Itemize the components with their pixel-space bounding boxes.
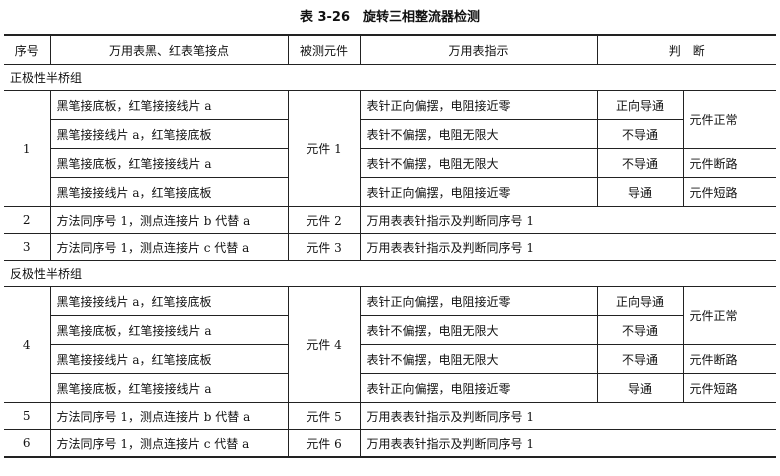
judge-cell: 不导通: [596, 344, 684, 374]
seq-cell: 6: [4, 429, 51, 458]
result-cell: 元件短路: [682, 373, 777, 403]
table-row: 黑笔接接线片 a，红笔接底板 表针正向偏摆，电阻接近零 导通 元件短路: [4, 177, 777, 207]
judge-cell: 不导通: [596, 148, 684, 178]
table-row: 黑笔接底板，红笔接接线片 a 表针不偏摆，电阻无限大 不导通 元件断路: [4, 148, 777, 178]
group-row: 反极性半桥组: [4, 260, 777, 287]
reading-cell: 表针不偏摆，电阻无限大: [359, 119, 598, 149]
probe-cell: 黑笔接接线片 a，红笔接底板: [50, 177, 289, 207]
header-seq: 序号: [4, 34, 51, 65]
judge-cell: 不导通: [596, 315, 683, 345]
probe-cell: 方法同序号 1，测点连接片 c 代替 a: [49, 233, 289, 261]
probe-cell: 方法同序号 1，测点连接片 b 代替 a: [49, 206, 289, 234]
component-cell: 元件 1: [287, 90, 361, 207]
table-row: 2 方法同序号 1，测点连接片 b 代替 a 元件 2 万用表表针指示及判断同序号 1: [4, 206, 777, 234]
table-row: 3 方法同序号 1，测点连接片 c 代替 a 元件 3 万用表表针指示及判断同序号 1: [4, 233, 777, 261]
group-label: 反极性半桥组: [4, 260, 777, 287]
reading-cell: 表针不偏摆，电阻无限大: [359, 315, 598, 345]
table-row: 黑笔接接线片 a，红笔接底板 表针不偏摆，电阻无限大 不导通 元件断路: [4, 344, 777, 374]
probe-cell: 黑笔接底板，红笔接接线片 a: [50, 315, 289, 345]
reading-cell: 表针正向偏摆，电阻接近零: [359, 90, 598, 120]
header-reading: 万用表指示: [359, 34, 598, 65]
table-title: 表 3-26 旋转三相整流器检测: [299, 10, 481, 25]
note-cell: 万用表表针指示及判断同序号 1: [359, 429, 777, 458]
judge-cell: 导通: [596, 373, 684, 403]
rectifier-test-table: 序号 万用表黑、红表笔接点 被测元件 万用表指示判 断正极性半桥组 1 黑笔接底板，红笔接…: [4, 34, 777, 458]
probe-cell: 黑笔接接线片 a，红笔接底板: [50, 344, 289, 374]
seq-cell: 4: [4, 286, 51, 403]
header-component: 被测元件: [287, 34, 361, 65]
judge-cell: 不导通: [596, 119, 683, 149]
table-row: 黑笔接接线片 a，红笔接底板 表针不偏摆，电阻无限大 不导通: [4, 119, 776, 149]
probe-cell: 黑笔接接线片 a，红笔接底板: [49, 286, 289, 316]
component-cell: 元件 5: [287, 402, 361, 430]
seq-cell: 3: [4, 233, 51, 261]
table-row: 6 方法同序号 1，测点连接片 c 代替 a 元件 6 万用表表针指示及判断同序号 1: [4, 429, 777, 458]
component-cell: 元件 4: [287, 286, 361, 403]
result-cell: 元件断路: [682, 344, 777, 374]
seq-cell: 2: [4, 206, 51, 234]
seq-cell: 1: [4, 90, 51, 207]
result-cell: 元件短路: [682, 177, 777, 207]
table-row: 黑笔接底板，红笔接接线片 a 表针正向偏摆，电阻接近零 导通 元件短路: [4, 373, 777, 403]
probe-cell: 黑笔接底板，红笔接接线片 a: [50, 148, 289, 178]
group-label: 正极性半桥组: [4, 64, 777, 91]
probe-cell: 黑笔接接线片 a，红笔接底板: [50, 119, 289, 149]
note-cell: 万用表表针指示及判断同序号 1: [359, 233, 777, 261]
judge-cell: 导通: [596, 177, 684, 207]
table-row: 4 黑笔接接线片 a，红笔接底板 元件 4 表针正向偏摆，电阻接近零 正向导通 元件正常: [4, 286, 777, 403]
reading-cell: 表针正向偏摆，电阻接近零: [359, 286, 598, 316]
note-cell: 万用表表针指示及判断同序号 1: [359, 206, 777, 234]
result-cell: 元件断路: [682, 148, 777, 178]
header-probe: 万用表黑、红表笔接点: [49, 34, 289, 65]
probe-cell: 黑笔接底板，红笔接接线片 a: [50, 373, 289, 403]
probe-cell: 黑笔接底板，红笔接接线片 a: [49, 90, 289, 120]
reading-cell: 表针不偏摆，电阻无限大: [359, 344, 598, 374]
reading-cell: 表针正向偏摆，电阻接近零: [359, 373, 598, 403]
reading-cell: 表针不偏摆，电阻无限大: [359, 148, 598, 178]
judge-cell: 正向导通: [596, 90, 684, 120]
result-cell: 元件正常: [682, 90, 777, 149]
probe-cell: 方法同序号 1，测点连接片 c 代替 a: [49, 429, 289, 458]
table-row: 1 黑笔接底板，红笔接接线片 a 元件 1 表针正向偏摆，电阻接近零 正向导通 元件正常: [4, 90, 777, 207]
probe-cell: 方法同序号 1，测点连接片 b 代替 a: [49, 402, 289, 430]
seq-cell: 5: [4, 402, 51, 430]
note-cell: 万用表表针指示及判断同序号 1: [359, 402, 777, 430]
result-cell: 元件正常: [682, 286, 777, 345]
table-row: 黑笔接底板，红笔接接线片 a 表针不偏摆，电阻无限大 不导通: [4, 315, 776, 345]
component-cell: 元件 2: [287, 206, 361, 234]
component-cell: 元件 3: [287, 233, 361, 261]
table-row: 5 方法同序号 1，测点连接片 b 代替 a 元件 5 万用表表针指示及判断同序号 1: [4, 402, 777, 430]
reading-cell: 表针正向偏摆，电阻接近零: [359, 177, 598, 207]
header-judge: 判 断: [596, 34, 777, 65]
header-row: 序号 万用表黑、红表笔接点 被测元件 万用表指示判 断: [4, 34, 777, 65]
component-cell: 元件 6: [287, 429, 361, 458]
judge-cell: 正向导通: [596, 286, 684, 316]
group-row: 正极性半桥组: [4, 64, 777, 91]
